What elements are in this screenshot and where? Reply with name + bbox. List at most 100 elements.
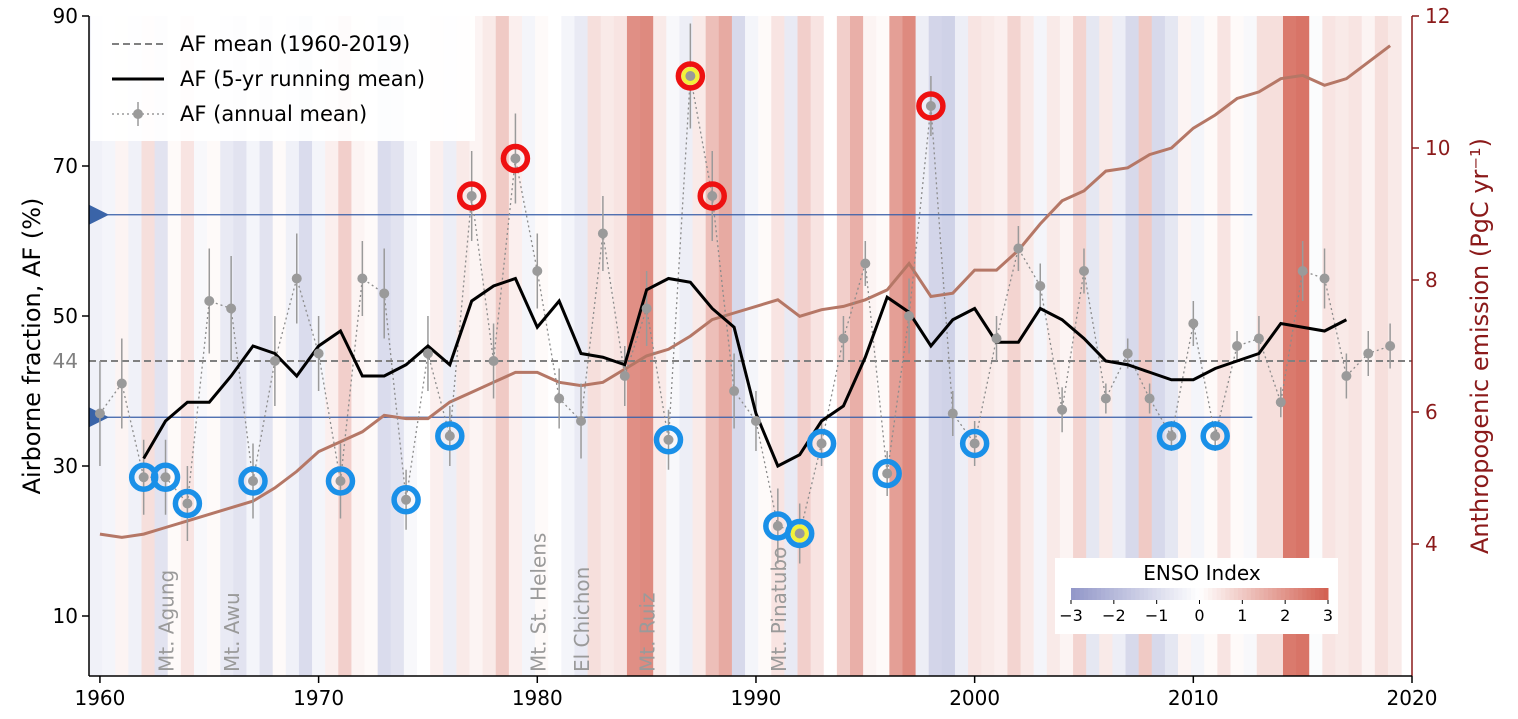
data-point xyxy=(772,521,783,531)
enso-stripe xyxy=(351,16,366,676)
data-point xyxy=(1078,266,1089,276)
data-point xyxy=(1122,348,1133,359)
enso-stripe xyxy=(981,16,995,676)
enso-stripe xyxy=(535,16,549,676)
data-point xyxy=(619,371,630,381)
data-point xyxy=(925,101,936,111)
enso-stripe xyxy=(482,16,497,676)
enso-stripe xyxy=(1309,16,1323,676)
colorbar-cell xyxy=(1160,588,1166,600)
data-point xyxy=(554,393,565,404)
enso-stripe xyxy=(377,16,392,676)
data-point xyxy=(138,472,149,483)
enso-stripe xyxy=(941,16,956,676)
y-tick-label: 50 xyxy=(53,304,78,328)
colorbar-cell xyxy=(1238,588,1243,600)
colorbar-cell xyxy=(1092,588,1098,600)
data-point xyxy=(335,476,346,486)
colorbar-cell xyxy=(1298,588,1303,600)
red-ring-marker xyxy=(697,181,727,211)
colorbar-cell xyxy=(1306,588,1312,600)
enso-stripe xyxy=(679,16,694,676)
enso-colorbar-ticks: −3 −2 −1 0 1 2 3 xyxy=(1059,600,1333,625)
data-point xyxy=(838,333,849,344)
enso-stripe xyxy=(521,16,536,676)
data-point xyxy=(794,528,805,539)
colorbar-cell xyxy=(1118,588,1123,600)
data-point xyxy=(882,468,893,479)
colorbar-tick-label: 0 xyxy=(1194,606,1204,625)
enso-stripe xyxy=(1020,16,1035,676)
data-point xyxy=(379,288,390,299)
y-right-tick-label: 4 xyxy=(1425,532,1438,556)
colorbar-cell xyxy=(1233,588,1239,600)
data-point xyxy=(357,273,368,284)
enso-stripe xyxy=(430,16,444,676)
y-right-tick-label: 10 xyxy=(1425,136,1450,160)
data-point xyxy=(1253,333,1264,344)
colorbar-cell xyxy=(1216,588,1222,600)
colorbar-cell xyxy=(1212,588,1218,600)
enso-stripe xyxy=(285,16,300,676)
blue-ring-marker xyxy=(784,518,815,549)
colorbar-cell xyxy=(1096,588,1102,600)
colorbar-cell xyxy=(1186,588,1192,600)
enso-stripe xyxy=(1164,16,1179,676)
data-point xyxy=(488,356,499,366)
data-point xyxy=(204,296,215,306)
enso-stripe xyxy=(1099,16,1114,676)
data-point xyxy=(1319,273,1330,284)
enso-colorbar: ENSO Index −3 −2 −1 0 1 2 3 xyxy=(1055,558,1338,634)
colorbar-cell xyxy=(1315,588,1320,600)
enso-stripe xyxy=(1046,16,1061,676)
x-tick-label: 2020 xyxy=(1387,686,1438,710)
enso-stripe xyxy=(469,16,484,676)
enso-stripe xyxy=(954,16,969,676)
data-point xyxy=(160,472,171,483)
data-point xyxy=(1057,404,1068,415)
data-point xyxy=(401,494,412,505)
data-point xyxy=(1188,318,1199,329)
colorbar-cell xyxy=(1199,588,1205,600)
enso-stripe xyxy=(338,16,353,676)
colorbar-cell xyxy=(1289,588,1295,600)
enso-stripe xyxy=(325,16,339,676)
data-point xyxy=(1385,341,1396,351)
data-point xyxy=(466,191,477,201)
colorbar-cell xyxy=(1293,588,1299,600)
y-right-tick-label: 12 xyxy=(1425,4,1450,28)
blue-ring-marker xyxy=(959,428,990,459)
enso-colorbar-gradient xyxy=(1071,588,1329,600)
data-point xyxy=(269,356,280,366)
enso-stripe xyxy=(1112,16,1127,676)
enso-stripe xyxy=(1374,16,1389,676)
enso-stripe xyxy=(928,16,943,676)
colorbar-cell xyxy=(1130,588,1136,600)
volcano-label: Mt. Ruiz xyxy=(636,592,660,672)
x-tick-label: 1970 xyxy=(293,686,344,710)
enso-stripe xyxy=(849,16,864,676)
colorbar-cell xyxy=(1173,588,1179,600)
highlight-markers xyxy=(94,61,1396,549)
y-right-tick-label: 6 xyxy=(1425,400,1438,424)
enso-stripe xyxy=(1204,16,1218,676)
data-point xyxy=(663,434,674,445)
volcano-label: Mt. Awu xyxy=(220,592,244,672)
data-point xyxy=(597,228,608,239)
enso-stripe xyxy=(810,16,825,676)
colorbar-tick-label: −3 xyxy=(1059,606,1083,625)
colorbar-cell xyxy=(1250,588,1256,600)
legend: AF mean (1960-2019) AF (5-yr running mea… xyxy=(91,16,475,141)
data-point xyxy=(1363,348,1374,359)
y-tick-label: 30 xyxy=(53,454,78,478)
x-tick-label: 2010 xyxy=(1168,686,1219,710)
data-point xyxy=(860,258,871,269)
colorbar-cell xyxy=(1246,588,1252,600)
data-point xyxy=(226,303,237,314)
data-point xyxy=(248,476,259,486)
red-ring-marker xyxy=(500,143,531,174)
legend-label-af-mean: AF mean (1960-2019) xyxy=(180,32,410,56)
enso-stripe xyxy=(1335,16,1350,676)
